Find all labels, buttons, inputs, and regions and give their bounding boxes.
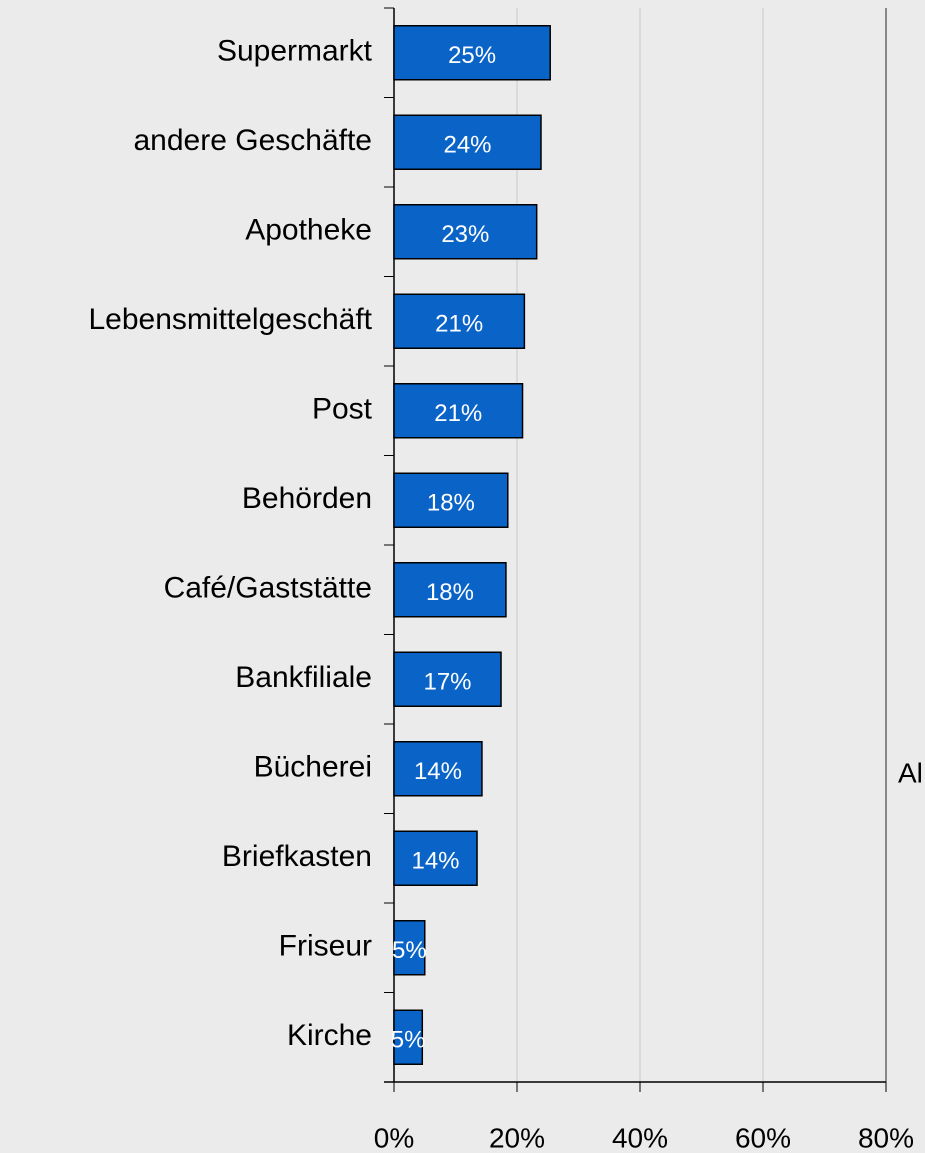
category-label: Café/Gaststätte — [164, 572, 372, 605]
value-label: 23% — [441, 221, 489, 248]
category-label: Behörden — [242, 482, 372, 515]
bar — [393, 383, 524, 439]
annotation: Al — [898, 757, 923, 788]
value-label: 5% — [391, 1027, 426, 1054]
category-label: Bankfiliale — [235, 661, 372, 694]
bar — [393, 293, 526, 349]
x-tick-label: 20% — [489, 1122, 545, 1153]
x-tick-label: 40% — [612, 1122, 668, 1153]
bar — [393, 114, 542, 170]
category-label: Bücherei — [254, 751, 372, 784]
x-tick-label: 0% — [374, 1122, 414, 1153]
value-label: 17% — [423, 669, 471, 696]
bar — [393, 741, 483, 797]
value-label: 24% — [443, 132, 491, 159]
value-label: 21% — [435, 311, 483, 338]
bar — [393, 651, 502, 707]
category-label: Kirche — [287, 1019, 372, 1052]
category-label: Supermarkt — [217, 35, 373, 68]
category-label: Briefkasten — [222, 840, 372, 873]
bar — [393, 472, 509, 528]
bar — [393, 204, 538, 260]
x-tick-label: 80% — [858, 1122, 914, 1153]
category-label: andere Geschäfte — [134, 124, 373, 157]
bar — [393, 1009, 424, 1065]
bar — [393, 562, 507, 618]
value-label: 14% — [411, 848, 459, 875]
value-label: 14% — [414, 758, 462, 785]
category-label: Lebensmittelgeschäft — [88, 303, 372, 336]
value-label: 21% — [434, 400, 482, 427]
x-tick-label: 60% — [735, 1122, 791, 1153]
value-label: 18% — [427, 490, 475, 517]
value-label: 5% — [392, 937, 427, 964]
value-label: 25% — [448, 42, 496, 69]
bar — [393, 830, 478, 886]
category-label: Friseur — [279, 930, 372, 963]
category-label: Post — [312, 393, 373, 426]
bar — [393, 920, 426, 976]
category-label: Apotheke — [245, 214, 372, 247]
bar — [393, 25, 551, 81]
value-label: 18% — [426, 579, 474, 606]
